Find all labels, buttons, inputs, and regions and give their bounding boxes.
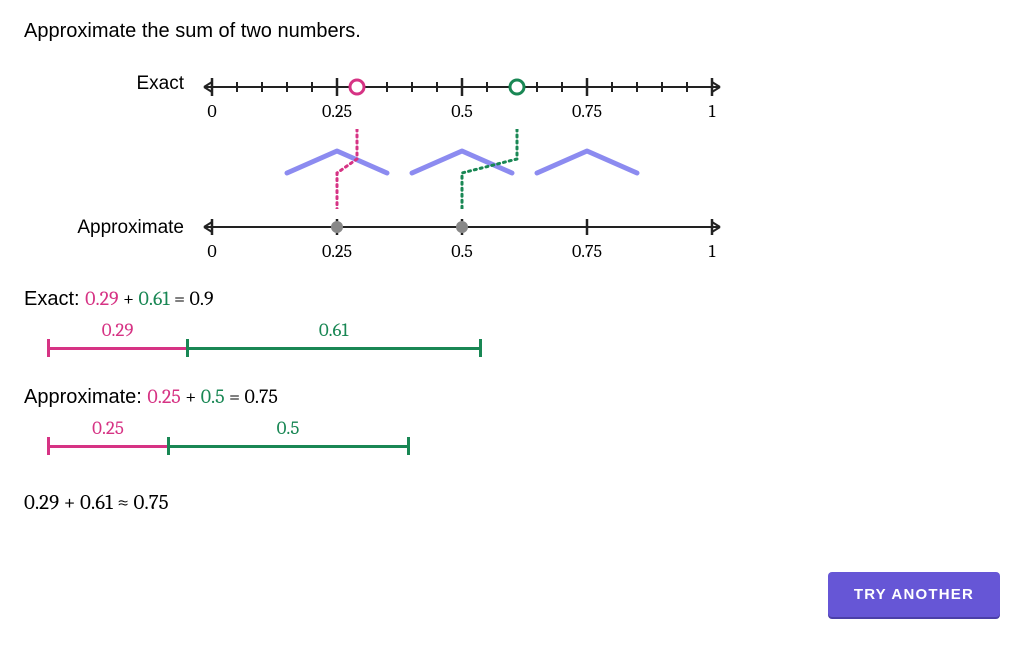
exact-number-line: 0 0.25 0.5 0.75 1 bbox=[196, 71, 728, 127]
exact-expression: Exact: 0.29 + 0.61 = 0.9 bbox=[24, 287, 1008, 311]
approx-label: Approximate bbox=[24, 215, 196, 239]
final-approximation: 0.29 + 0.61 ≈ 0.75 bbox=[24, 491, 1008, 515]
bar-a-label: 0.29 bbox=[48, 319, 187, 341]
exact-label: Exact bbox=[24, 71, 196, 95]
approx-sum-bar: 0.250.5 bbox=[24, 417, 1008, 467]
svg-text:1: 1 bbox=[709, 101, 716, 122]
svg-text:1: 1 bbox=[709, 241, 716, 262]
page-title: Approximate the sum of two numbers. bbox=[24, 20, 1008, 43]
svg-text:0.5: 0.5 bbox=[451, 101, 473, 122]
svg-text:0: 0 bbox=[207, 101, 216, 122]
bar-a-label: 0.25 bbox=[48, 417, 168, 439]
bar-b-label: 0.5 bbox=[168, 417, 408, 439]
svg-text:0.25: 0.25 bbox=[322, 241, 352, 262]
exact-sum-bar: 0.290.61 bbox=[24, 319, 1008, 369]
approx-number-line: 0 0.25 0.5 0.75 1 bbox=[196, 215, 728, 271]
svg-text:0.75: 0.75 bbox=[572, 101, 602, 122]
exact-number-line-row: Exact 0 0.25 0.5 0.75 1 bbox=[24, 71, 1008, 127]
rounding-arrows bbox=[196, 129, 728, 209]
connector-region bbox=[24, 129, 1008, 209]
approx-number-line-row: Approximate 0 0.25 0.5 0.75 1 bbox=[24, 215, 1008, 271]
svg-text:0: 0 bbox=[207, 241, 216, 262]
svg-text:0.25: 0.25 bbox=[322, 101, 352, 122]
svg-text:0.5: 0.5 bbox=[451, 241, 473, 262]
try-another-button[interactable]: TRY ANOTHER bbox=[828, 572, 1000, 617]
svg-text:0.75: 0.75 bbox=[572, 241, 602, 262]
bar-b-label: 0.61 bbox=[187, 319, 480, 341]
approx-expression: Approximate: 0.25 + 0.5 = 0.75 bbox=[24, 385, 1008, 409]
